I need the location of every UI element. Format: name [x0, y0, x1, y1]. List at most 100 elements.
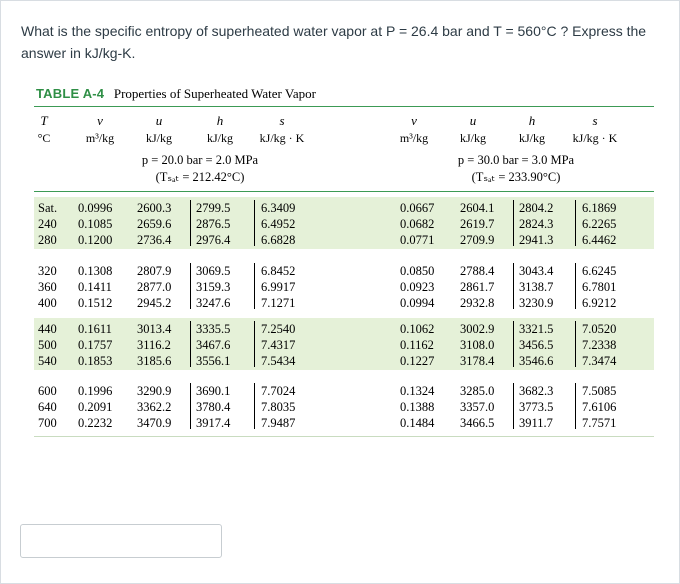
table-cell-T: 500 [38, 338, 57, 352]
table-cell-u1: 3362.2 [137, 400, 172, 414]
table-cell-u2: 2709.9 [460, 233, 495, 247]
table-cell-h1: 3690.1 [196, 384, 231, 398]
column-divider [575, 383, 576, 429]
table-cell-u2: 3285.0 [460, 384, 495, 398]
column-divider [513, 263, 514, 309]
table-cell-s1: 6.3409 [261, 201, 296, 215]
table-cell-h2: 2941.3 [519, 233, 554, 247]
table-cell-T: 360 [38, 280, 57, 294]
table-top-rule [34, 106, 654, 107]
table-cell-s1: 6.8452 [261, 264, 296, 278]
table-cell-v1: 0.1411 [78, 280, 112, 294]
table-row: 640 0.2091 3362.2 3780.4 7.8035 0.1388 3357.0 3… [0, 399, 680, 415]
table-cell-s2: 6.7801 [582, 280, 617, 294]
column-divider [575, 321, 576, 367]
table-cell-s2: 7.6106 [582, 400, 617, 414]
column-divider [190, 200, 191, 246]
table-cell-u2: 2932.8 [460, 296, 495, 310]
table-cell-v1: 0.1512 [78, 296, 113, 310]
header-unit: m³/kg [85, 131, 115, 145]
question-text: What is the specific entropy of superhea… [21, 23, 647, 61]
table-cell-u1: 3185.6 [137, 354, 172, 368]
table-cell-s1: 7.1271 [261, 296, 296, 310]
table-cell-s1: 7.7024 [261, 384, 296, 398]
table-cell-s1: 7.2540 [261, 322, 296, 336]
table-title: TABLE A-4 Properties of Superheated Wate… [36, 86, 316, 102]
table-row: 280 0.1200 2736.4 2976.4 6.6828 0.0771 2709.9 2… [0, 232, 680, 248]
left-pressure: p = 20.0 bar = 2.0 MPa [141, 153, 259, 167]
table-cell-h2: 3456.5 [519, 338, 554, 352]
table-cell-h1: 3556.1 [196, 354, 231, 368]
table-cell-h1: 3069.5 [196, 264, 231, 278]
table-row: Sat. 0.0996 2600.3 2799.5 6.3409 0.0667 2604.1… [0, 200, 680, 216]
header-symbol: v [97, 113, 103, 128]
table-row: 500 0.1757 3116.2 3467.6 7.4317 0.1162 3108.0 3… [0, 337, 680, 353]
left-pressure-caption: p = 20.0 bar = 2.0 MPa (Tₛₐₜ = 212.42°C) [80, 152, 320, 186]
table-cell-h2: 3773.5 [519, 400, 554, 414]
header-unit: m³/kg [399, 131, 429, 145]
table-cell-v2: 0.1484 [400, 416, 435, 430]
column-divider [254, 200, 255, 246]
answer-input[interactable] [20, 524, 222, 558]
header-symbol: s [279, 113, 285, 128]
column-divider [513, 321, 514, 367]
table-cell-u1: 2600.3 [137, 201, 172, 215]
table-cell-u1: 2877.0 [137, 280, 172, 294]
header-symbol: h [216, 113, 224, 128]
table-cell-v1: 0.0996 [78, 201, 113, 215]
row-band [34, 197, 654, 249]
table-cell-T: 640 [38, 400, 57, 414]
caption-rule [34, 191, 654, 192]
column-divider [190, 383, 191, 429]
table-cell-T: 540 [38, 354, 57, 368]
table-cell-v1: 0.1085 [78, 217, 113, 231]
table-cell-u1: 2736.4 [137, 233, 172, 247]
table-cell-s1: 7.5434 [261, 354, 296, 368]
table-row: 700 0.2232 3470.9 3917.4 7.9487 0.1484 3466.5 3… [0, 415, 680, 431]
table-cell-v2: 0.1062 [400, 322, 435, 336]
table-cell-v2: 0.0682 [400, 217, 435, 231]
table-cell-s1: 7.8035 [261, 400, 296, 414]
right-pressure: p = 30.0 bar = 3.0 MPa [457, 153, 575, 167]
table-cell-T: 280 [38, 233, 57, 247]
right-tsat: (Tₛₐₜ = 233.90°C) [471, 170, 561, 184]
table-cell-h1: 3917.4 [196, 416, 231, 430]
table-cell-u1: 2659.6 [137, 217, 172, 231]
table-cell-s2: 6.1869 [582, 201, 617, 215]
left-tsat: (Tₛₐₜ = 212.42°C) [155, 170, 245, 184]
table-cell-T: 440 [38, 322, 57, 336]
table-cell-h1: 3780.4 [196, 400, 231, 414]
header-symbol: s [592, 113, 598, 128]
table-cell-s2: 7.7571 [582, 416, 617, 430]
column-divider [190, 263, 191, 309]
header-symbol: u [469, 113, 477, 128]
table-cell-h2: 3682.3 [519, 384, 554, 398]
table-cell-h2: 3043.4 [519, 264, 554, 278]
table-cell-v2: 0.1388 [400, 400, 435, 414]
table-cell-v2: 0.0923 [400, 280, 435, 294]
table-cell-u2: 3357.0 [460, 400, 495, 414]
table-cell-s1: 7.4317 [261, 338, 296, 352]
table-cell-v1: 0.1200 [78, 233, 113, 247]
table-cell-h1: 3467.6 [196, 338, 231, 352]
table-row: 320 0.1308 2807.9 3069.5 6.8452 0.0850 2788.4 3… [0, 263, 680, 279]
table-cell-h2: 3230.9 [519, 296, 554, 310]
table-cell-v2: 0.0994 [400, 296, 435, 310]
table-cell-T: 700 [38, 416, 57, 430]
table-cell-u2: 2788.4 [460, 264, 495, 278]
table-cell-h2: 3911.7 [519, 416, 553, 430]
table-cell-v2: 0.1227 [400, 354, 435, 368]
table-cell-v1: 0.1308 [78, 264, 113, 278]
table-cell-u2: 3178.4 [460, 354, 495, 368]
table-row: 360 0.1411 2877.0 3159.3 6.9917 0.0923 2861.7 3… [0, 279, 680, 295]
table-cell-s2: 7.0520 [582, 322, 617, 336]
table-cell-s1: 7.9487 [261, 416, 296, 430]
table-cell-T: Sat. [38, 201, 58, 215]
column-divider [575, 263, 576, 309]
header-unit: kJ/kg [145, 131, 172, 145]
table-cell-u2: 2861.7 [460, 280, 495, 294]
table-cell-h2: 2824.3 [519, 217, 554, 231]
column-divider [513, 200, 514, 246]
table-cell-s2: 6.6245 [582, 264, 617, 278]
header-symbol: T [40, 113, 48, 128]
